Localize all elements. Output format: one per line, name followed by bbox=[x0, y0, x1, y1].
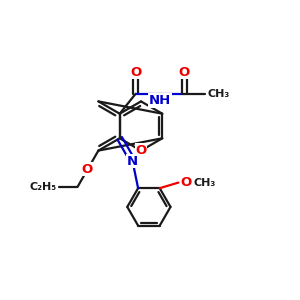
Text: O: O bbox=[81, 163, 93, 176]
Text: O: O bbox=[178, 66, 190, 79]
Text: CH₃: CH₃ bbox=[207, 89, 229, 99]
Text: O: O bbox=[130, 66, 141, 79]
Text: C₂H₅: C₂H₅ bbox=[30, 182, 57, 192]
Text: NH: NH bbox=[149, 94, 171, 107]
Text: CH₃: CH₃ bbox=[194, 178, 216, 188]
Text: O: O bbox=[181, 176, 192, 189]
Text: N: N bbox=[127, 154, 138, 167]
Text: O: O bbox=[135, 144, 147, 157]
